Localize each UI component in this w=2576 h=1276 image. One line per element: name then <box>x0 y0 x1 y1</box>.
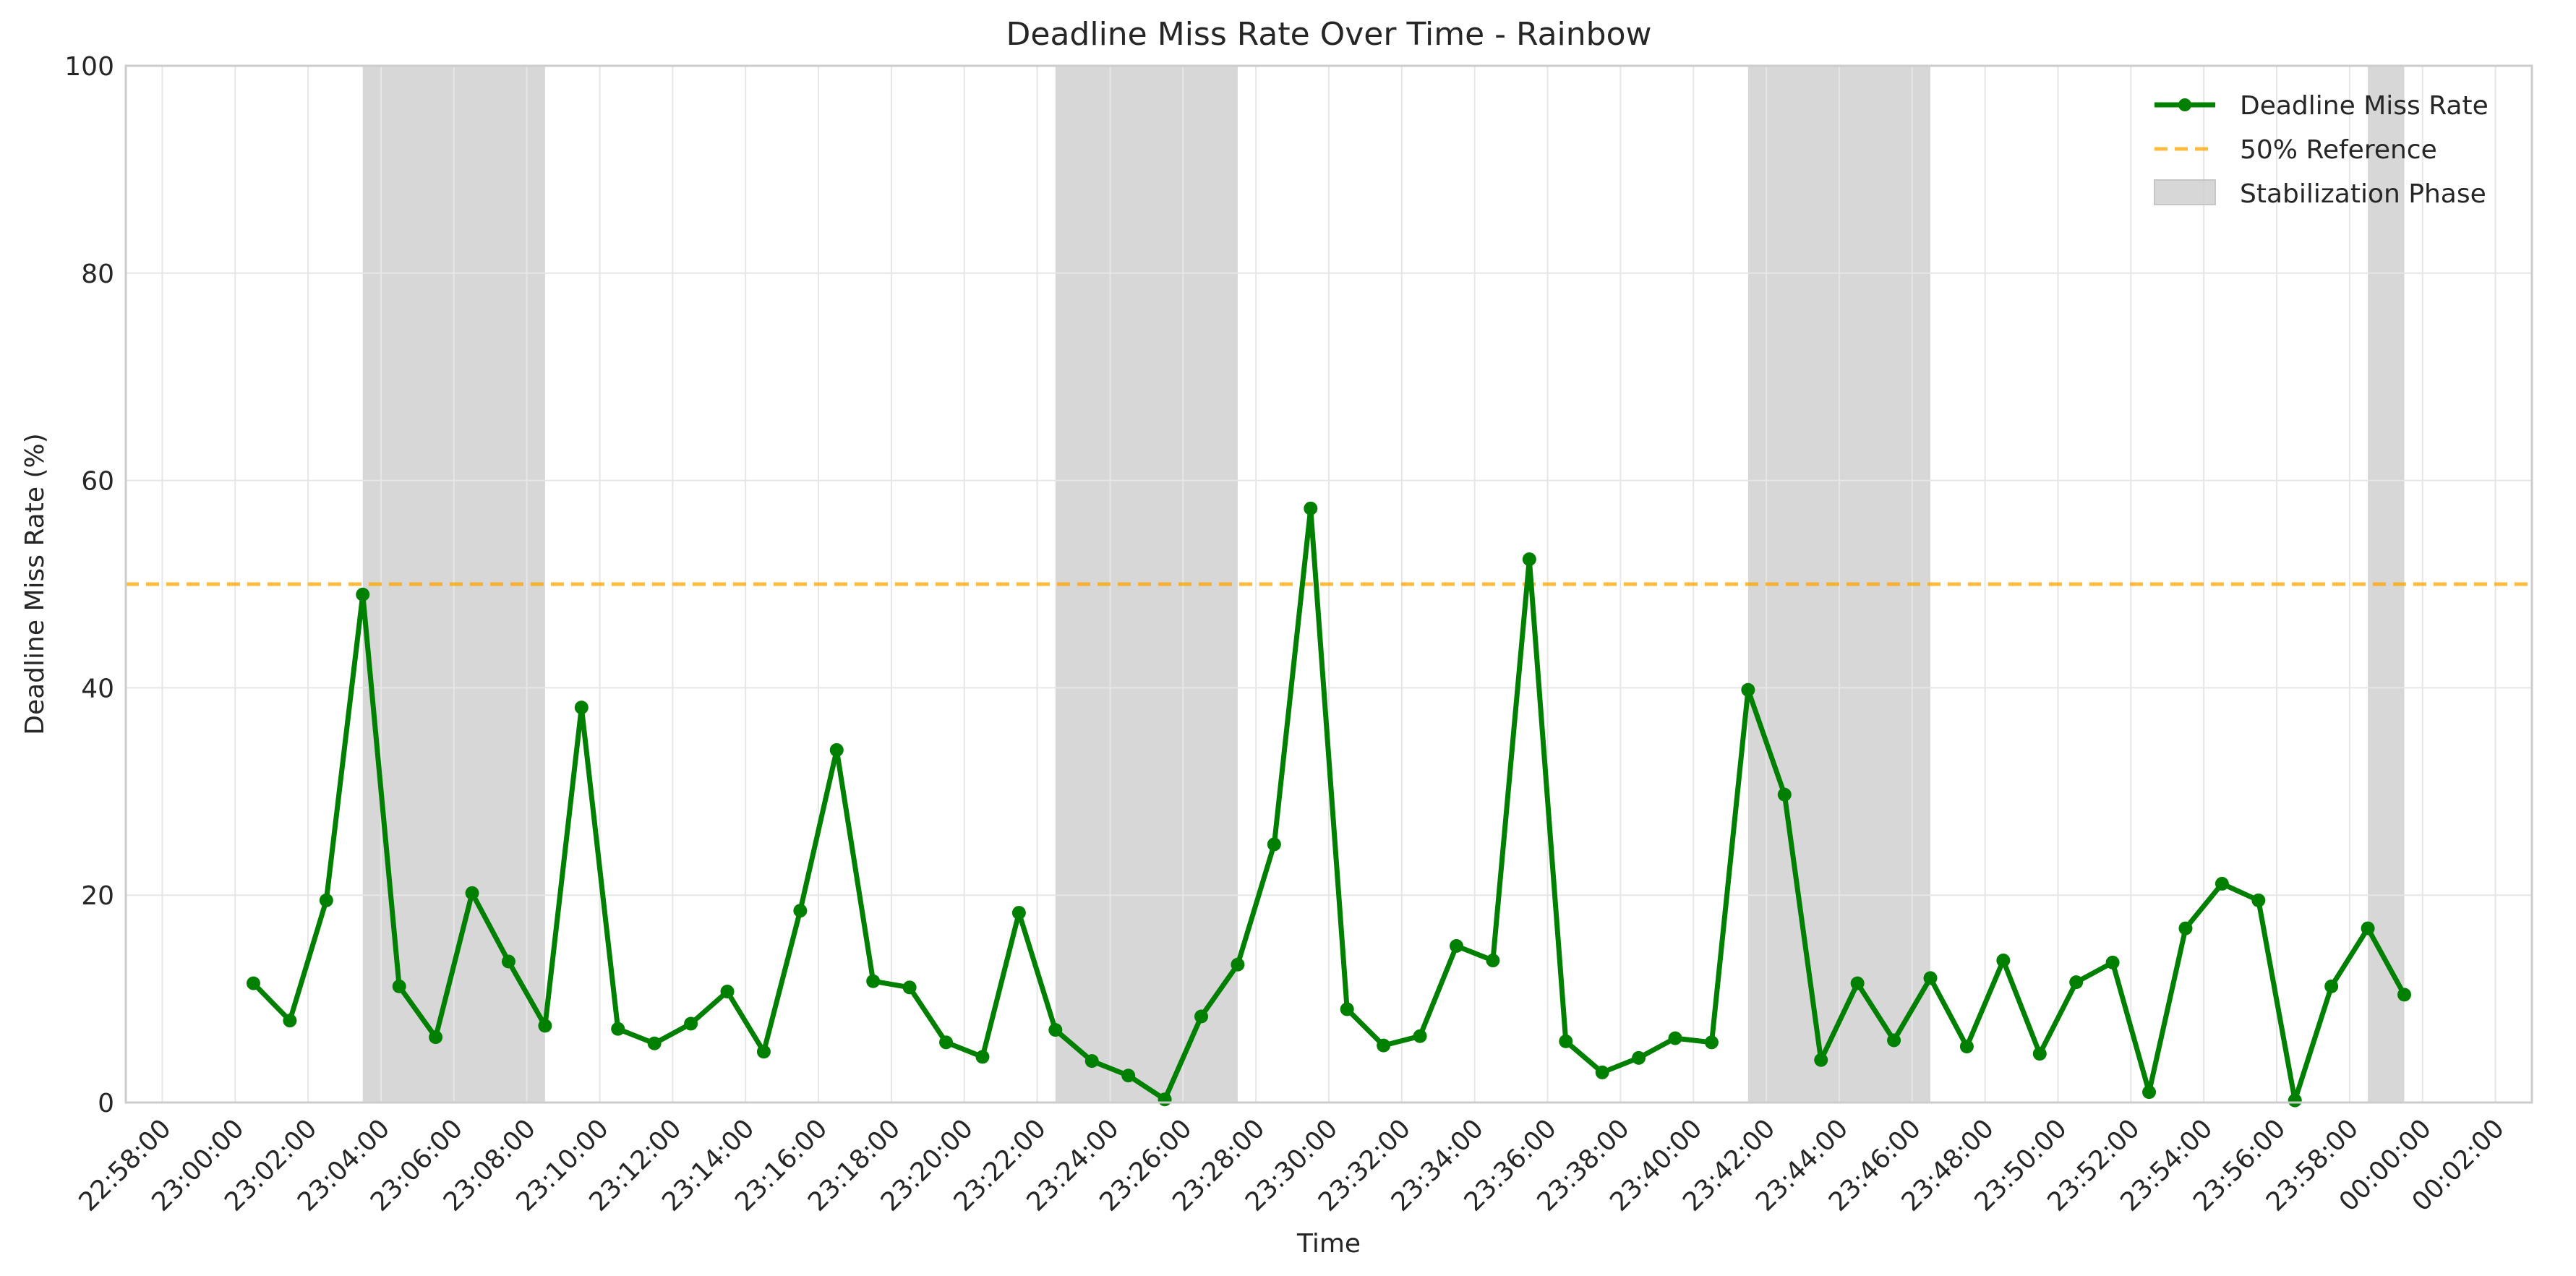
y-tick-label: 20 <box>81 881 114 911</box>
data-point <box>1996 954 2011 968</box>
data-point <box>538 1019 552 1033</box>
data-point <box>829 742 844 757</box>
legend-series-label: Deadline Miss Rate <box>2240 91 2489 121</box>
data-point <box>647 1036 662 1050</box>
data-point <box>2215 876 2229 891</box>
data-point <box>684 1016 698 1031</box>
data-point <box>2105 955 2120 969</box>
data-point <box>2032 1047 2047 1061</box>
data-point <box>1377 1038 1391 1053</box>
data-point <box>2178 921 2193 935</box>
data-point <box>1121 1069 1136 1083</box>
data-point <box>2361 921 2375 935</box>
data-point <box>1741 682 1755 697</box>
x-tick-labels: 22:58:0023:00:0023:02:0023:04:0023:06:00… <box>73 1113 2509 1217</box>
data-point <box>1923 971 1938 985</box>
data-point <box>1777 787 1792 802</box>
data-point <box>756 1045 771 1059</box>
data-point <box>1449 938 1463 953</box>
y-tick-label: 0 <box>98 1089 114 1118</box>
data-point <box>1304 501 1318 515</box>
data-point <box>2288 1093 2302 1108</box>
data-point <box>611 1022 625 1036</box>
legend-series-marker <box>2178 98 2191 111</box>
series-line <box>251 505 2407 1103</box>
data-point <box>2324 979 2339 993</box>
data-point <box>1340 1002 1354 1016</box>
legend: Deadline Miss Rate 50% Reference Stabili… <box>2154 91 2489 209</box>
series-group <box>246 501 2412 1108</box>
data-point <box>866 974 881 988</box>
data-point <box>2069 975 2084 990</box>
y-tick-label: 60 <box>81 467 114 497</box>
data-point <box>1267 837 1281 852</box>
data-point <box>1486 954 1500 968</box>
data-point <box>2251 893 2266 907</box>
data-point <box>283 1014 297 1028</box>
data-point <box>1959 1040 1974 1054</box>
data-point <box>1011 906 1026 920</box>
data-point <box>1632 1050 1646 1065</box>
data-point <box>1668 1031 1682 1045</box>
x-axis-label: Time <box>1296 1229 1361 1259</box>
legend-band-swatch <box>2154 179 2216 205</box>
data-point <box>1158 1092 1172 1107</box>
data-point <box>1850 976 1865 990</box>
data-point <box>246 976 260 990</box>
legend-reference-label: 50% Reference <box>2240 135 2437 165</box>
data-point <box>939 1035 954 1050</box>
data-point <box>793 904 808 918</box>
y-tick-label: 100 <box>64 52 114 82</box>
data-point <box>720 985 735 999</box>
data-point <box>319 893 333 907</box>
data-point <box>1559 1034 1573 1048</box>
y-tick-label: 40 <box>81 674 114 703</box>
data-point <box>1522 552 1536 567</box>
chart-title: Deadline Miss Rate Over Time - Rainbow <box>1006 16 1652 53</box>
data-point <box>2142 1085 2157 1100</box>
data-point <box>975 1050 990 1064</box>
data-point <box>392 979 406 993</box>
y-tick-labels: 0 20 40 60 80 100 <box>64 52 114 1118</box>
data-point <box>902 980 917 995</box>
data-point <box>1887 1033 1901 1048</box>
data-point <box>574 701 589 715</box>
data-point <box>465 886 479 900</box>
data-point <box>1413 1029 1427 1043</box>
data-point <box>1048 1023 1063 1037</box>
y-tick-label: 80 <box>81 260 114 289</box>
data-point <box>356 587 370 601</box>
y-axis-label: Deadline Miss Rate (%) <box>20 433 50 735</box>
data-point <box>1194 1009 1209 1024</box>
legend-band-label: Stabilization Phase <box>2240 179 2486 209</box>
data-point <box>429 1030 443 1045</box>
data-point <box>2397 988 2412 1002</box>
data-point <box>501 954 515 969</box>
data-point <box>1595 1065 1609 1079</box>
data-point <box>1231 957 1245 972</box>
data-point <box>1084 1054 1099 1069</box>
data-point <box>1704 1035 1719 1050</box>
plot-frame <box>124 64 2533 1104</box>
data-point <box>1814 1053 1828 1067</box>
